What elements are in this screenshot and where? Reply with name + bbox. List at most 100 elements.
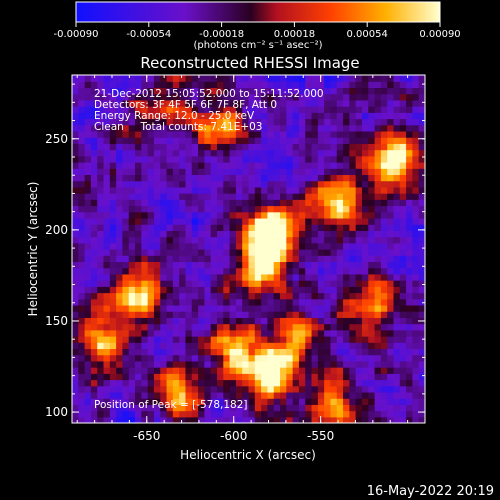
- heatmap-cell: [172, 118, 180, 126]
- heatmap-cell: [128, 373, 136, 381]
- heatmap-cell: [336, 304, 344, 312]
- heatmap-cell: [336, 168, 344, 176]
- heatmap-cell: [267, 137, 275, 144]
- heatmap-cell: [387, 273, 395, 281]
- heatmap-cell: [103, 292, 111, 300]
- heatmap-cell: [355, 124, 363, 132]
- heatmap-cell: [72, 99, 79, 107]
- heatmap-cell: [380, 267, 388, 275]
- heatmap-cell: [147, 112, 155, 120]
- heatmap-cell: [374, 174, 382, 182]
- heatmap-cell: [248, 354, 256, 362]
- heatmap-cell: [368, 106, 376, 113]
- heatmap-cell: [374, 280, 382, 287]
- heatmap-cell: [374, 385, 382, 393]
- heatmap-cell: [160, 193, 168, 200]
- heatmap-cell: [116, 224, 124, 231]
- heatmap-cell: [248, 410, 256, 418]
- heatmap-cell: [78, 112, 86, 120]
- heatmap-cell: [97, 242, 105, 250]
- heatmap-cell: [210, 416, 218, 423]
- heatmap-cell: [399, 261, 407, 269]
- heatmap-cell: [109, 106, 117, 113]
- heatmap-cell: [135, 199, 142, 207]
- heatmap-cell: [97, 354, 105, 362]
- heatmap-cell: [254, 273, 262, 281]
- y-tick-label: 100: [45, 405, 68, 419]
- heatmap-cell: [122, 280, 130, 287]
- heatmap-cell: [166, 280, 174, 287]
- heatmap-cell: [216, 311, 224, 318]
- heatmap-cell: [374, 81, 382, 89]
- heatmap-cell: [216, 298, 224, 306]
- heatmap-cell: [172, 360, 180, 368]
- heatmap-cell: [406, 211, 413, 219]
- heatmap-cell: [311, 267, 319, 275]
- heatmap-cell: [393, 373, 401, 381]
- heatmap-cell: [223, 280, 231, 287]
- heatmap-cell: [368, 360, 376, 368]
- heatmap-cell: [103, 130, 111, 138]
- heatmap-cell: [122, 354, 130, 362]
- heatmap-cell: [84, 87, 92, 95]
- heatmap-cell: [216, 379, 224, 387]
- heatmap-cell: [368, 354, 376, 362]
- heatmap-cell: [242, 304, 250, 312]
- heatmap-cell: [317, 249, 325, 256]
- heatmap-cell: [387, 211, 395, 219]
- heatmap-cell: [198, 292, 205, 300]
- heatmap-cell: [368, 292, 376, 300]
- heatmap-cell: [84, 391, 92, 399]
- heatmap-cell: [317, 211, 325, 219]
- heatmap-cell: [248, 304, 256, 312]
- heatmap-cell: [399, 336, 407, 343]
- heatmap-cell: [204, 242, 212, 250]
- heatmap-cell: [254, 298, 262, 306]
- heatmap-cell: [298, 217, 306, 225]
- heatmap-cell: [418, 124, 425, 132]
- heatmap-cell: [254, 155, 262, 163]
- heatmap-cell: [343, 217, 350, 225]
- heatmap-cell: [387, 217, 395, 225]
- heatmap-cell: [223, 336, 231, 343]
- heatmap-cell: [191, 373, 199, 381]
- heatmap-cell: [305, 286, 313, 294]
- heatmap-cell: [336, 155, 344, 163]
- heatmap-cell: [153, 273, 161, 281]
- heatmap-cell: [399, 391, 407, 399]
- heatmap-cell: [254, 112, 262, 120]
- heatmap-cell: [210, 168, 218, 176]
- heatmap-cell: [78, 329, 86, 337]
- heatmap-cell: [374, 162, 382, 169]
- heatmap-cell: [305, 149, 313, 157]
- heatmap-cell: [72, 174, 79, 182]
- heatmap-cell: [235, 106, 243, 113]
- heatmap-cell: [179, 311, 187, 318]
- heatmap-cell: [116, 199, 124, 207]
- heatmap-cell: [368, 217, 376, 225]
- heatmap-cell: [160, 242, 168, 250]
- heatmap-cell: [349, 224, 357, 231]
- heatmap-cell: [229, 199, 237, 207]
- heatmap-cell: [242, 149, 250, 157]
- heatmap-cell: [191, 255, 199, 263]
- heatmap-cell: [242, 112, 250, 120]
- heatmap-cell: [418, 87, 425, 95]
- heatmap-cell: [248, 143, 256, 151]
- heatmap-cell: [128, 323, 136, 331]
- heatmap-cell: [380, 273, 388, 281]
- heatmap-cell: [343, 286, 350, 294]
- heatmap-cell: [406, 236, 413, 244]
- heatmap-cell: [361, 385, 369, 393]
- heatmap-cell: [374, 267, 382, 275]
- heatmap-cell: [141, 398, 149, 405]
- heatmap-cell: [210, 193, 218, 200]
- heatmap-cell: [412, 354, 420, 362]
- heatmap-cell: [242, 404, 250, 412]
- heatmap-cell: [349, 193, 357, 200]
- heatmap-cell: [229, 292, 237, 300]
- heatmap-cell: [166, 354, 174, 362]
- heatmap-cell: [368, 261, 376, 269]
- heatmap-cell: [242, 286, 250, 294]
- heatmap-cell: [72, 360, 79, 368]
